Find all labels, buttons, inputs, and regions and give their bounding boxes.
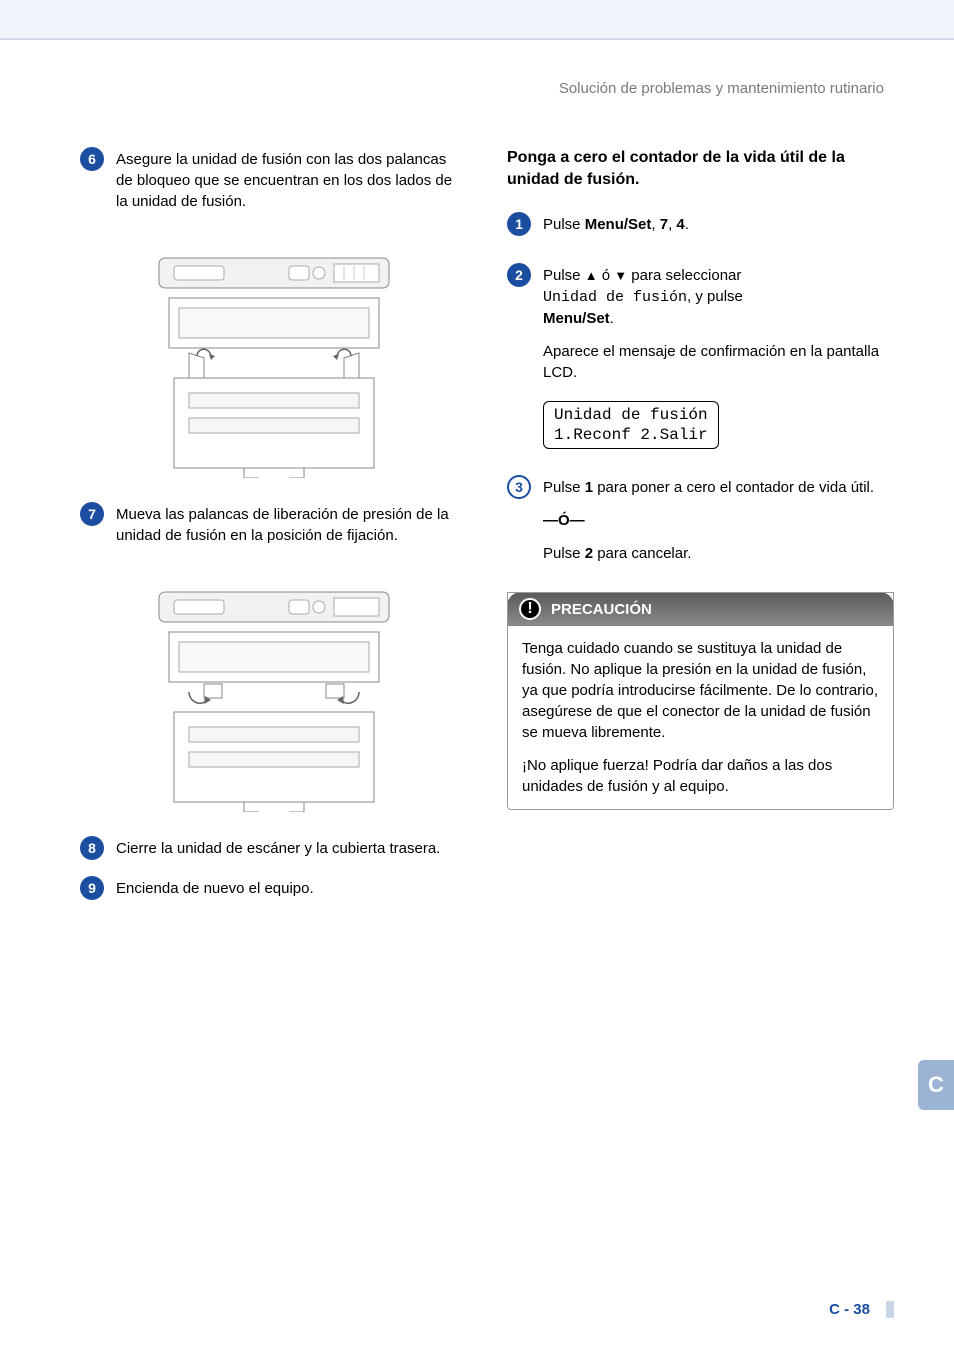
step-number-badge: 9 [80,876,104,900]
right-column: Ponga a cero el contador de la vida útil… [507,147,894,916]
text: para poner a cero el contador de vida út… [593,479,874,496]
step-number-badge: 8 [80,836,104,860]
text: Pulse [543,267,585,284]
lcd-display: Unidad de fusión 1.Reconf 2.Salir [543,401,719,449]
lcd-line-2: 1.Reconf 2.Salir [554,426,708,444]
section-heading: Ponga a cero el contador de la vida útil… [507,147,894,190]
step-3: 3 Pulse 1 para poner a cero el contador … [507,475,894,576]
step-text: Pulse ▲ ó ▼ para seleccionar Unidad de f… [543,263,894,459]
confirm-text: Aparece el mensaje de confirmación en la… [543,341,894,383]
step-text: Asegure la unidad de fusión con las dos … [116,147,467,212]
step-7: 7 Mueva las palancas de liberación de pr… [80,502,467,546]
caution-body: Tenga cuidado cuando se sustituya la uni… [508,626,893,809]
page-number: C - 38 [829,1301,894,1318]
text: , [651,216,659,233]
printer-illustration-1 [80,228,467,478]
step-6: 6 Asegure la unidad de fusión con las do… [80,147,467,212]
key-label: 4 [676,216,684,233]
lcd-option: Unidad de fusión [543,289,687,306]
key-label: 2 [585,545,593,562]
caution-paragraph: Tenga cuidado cuando se sustituya la uni… [522,638,879,743]
text: Pulse [543,545,585,562]
page-content: Solución de problemas y mantenimiento ru… [0,40,954,916]
step-number-badge: 1 [507,212,531,236]
breadcrumb: Solución de problemas y mantenimiento ru… [80,80,884,97]
text: Pulse [543,216,585,233]
text: . [610,310,614,327]
printer-illustration-2 [80,562,467,812]
text: ó [598,267,615,284]
text: . [685,216,689,233]
step-text: Mueva las palancas de liberación de pres… [116,502,467,546]
text: para seleccionar [627,267,741,284]
step-number-badge: 6 [80,147,104,171]
text: , y pulse [687,288,743,305]
text: para cancelar. [593,545,691,562]
lcd-line-1: Unidad de fusión [554,406,708,424]
step-text: Encienda de nuevo el equipo. [116,876,467,900]
caution-header: ! PRECAUCIÓN [507,592,894,626]
key-label: 1 [585,479,593,496]
two-column-layout: 6 Asegure la unidad de fusión con las do… [80,147,894,916]
step-number-badge: 2 [507,263,531,287]
caution-title: PRECAUCIÓN [551,601,652,618]
left-column: 6 Asegure la unidad de fusión con las do… [80,147,467,916]
step-9: 9 Encienda de nuevo el equipo. [80,876,467,900]
step-8: 8 Cierre la unidad de escáner y la cubie… [80,836,467,860]
step-number-badge: 7 [80,502,104,526]
up-arrow-icon: ▲ [585,268,598,283]
text: Pulse [543,479,585,496]
section-tab: C [918,1060,954,1110]
key-label: Menu/Set [585,216,652,233]
step-text: Pulse 1 para poner a cero el contador de… [543,475,894,576]
or-separator: —Ó— [543,512,585,529]
caution-box: ! PRECAUCIÓN Tenga cuidado cuando se sus… [507,592,894,810]
down-arrow-icon: ▼ [614,268,627,283]
step-text: Pulse Menu/Set, 7, 4. [543,212,894,247]
key-label: 7 [660,216,668,233]
step-number-badge: 3 [507,475,531,499]
step-2: 2 Pulse ▲ ó ▼ para seleccionar Unidad de… [507,263,894,459]
top-bar [0,0,954,40]
step-1: 1 Pulse Menu/Set, 7, 4. [507,212,894,247]
key-label: Menu/Set [543,310,610,327]
caution-icon: ! [519,598,541,620]
caution-paragraph: ¡No aplique fuerza! Podría dar daños a l… [522,755,879,797]
step-text: Cierre la unidad de escáner y la cubiert… [116,836,467,860]
